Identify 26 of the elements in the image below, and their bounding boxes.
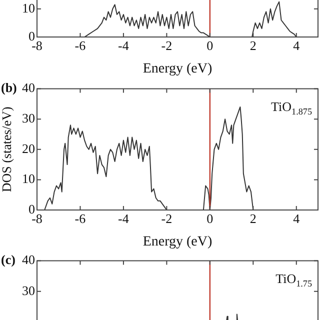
x-tick-label: -2 [161, 38, 172, 54]
text: (c) [1, 252, 16, 268]
x-tick-label: -6 [74, 211, 86, 226]
y-tick-label: 0 [28, 28, 35, 44]
x-tick-label: -4 [118, 38, 130, 54]
x-tick-label: -2 [161, 211, 172, 226]
x-tick-label: 4 [293, 38, 300, 54]
x-axis-title: Energy (eV) [142, 234, 212, 250]
y-tick-label: 30 [22, 110, 35, 126]
y-tick-label: 10 [22, 171, 35, 186]
x-tick-label: 0 [206, 38, 214, 54]
x-tick-label: 2 [250, 38, 256, 54]
y-tick-label: 0 [28, 201, 35, 216]
x-tick-label: 0 [206, 211, 214, 226]
y-tick-label: 40 [22, 80, 35, 96]
x-tick-label: 4 [293, 211, 300, 226]
y-tick-label: 10 [22, 0, 35, 16]
x-tick-label: 2 [250, 211, 256, 226]
y-tick-label: 30 [22, 282, 35, 298]
y-axis-title: DOS (states/eV) [0, 106, 14, 192]
x-tick-label: -4 [118, 211, 130, 226]
x-axis-title: Energy (eV) [142, 61, 212, 76]
x-tick-label: -6 [74, 38, 86, 54]
y-tick-label: 40 [22, 252, 35, 268]
text: (b) [1, 80, 17, 96]
y-tick-label: 20 [22, 140, 35, 156]
